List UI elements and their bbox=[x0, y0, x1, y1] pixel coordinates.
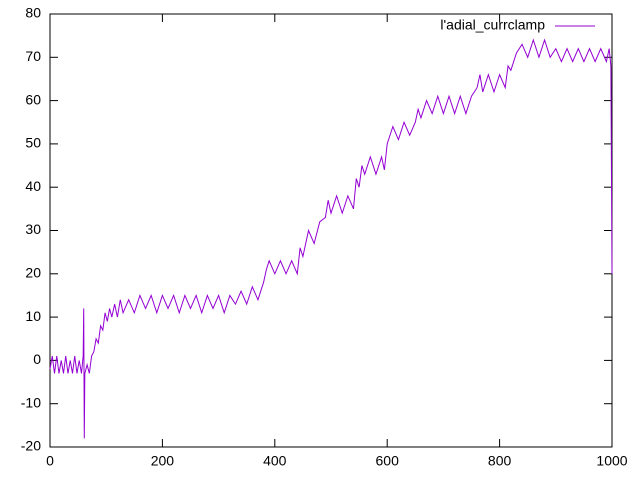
y-tick-label: 20 bbox=[25, 265, 41, 281]
x-tick-label: 400 bbox=[263, 453, 287, 469]
x-tick-label: 1000 bbox=[596, 453, 627, 469]
x-tick-label: 0 bbox=[46, 453, 54, 469]
data-line bbox=[49, 38, 613, 439]
y-tick-label: 50 bbox=[25, 135, 41, 151]
y-tick-label: 70 bbox=[25, 48, 41, 64]
y-tick-label: 0 bbox=[33, 351, 41, 367]
y-tick-label: -20 bbox=[21, 438, 41, 454]
x-tick-label: 200 bbox=[151, 453, 175, 469]
y-tick-label: 10 bbox=[25, 308, 41, 324]
y-tick-label: 40 bbox=[25, 178, 41, 194]
legend-label: l'adial_currclamp bbox=[440, 17, 545, 33]
x-tick-label: 800 bbox=[488, 453, 512, 469]
x-tick-label: 600 bbox=[376, 453, 400, 469]
y-tick-label: 80 bbox=[25, 5, 41, 21]
y-tick-label: -10 bbox=[21, 394, 41, 410]
y-tick-label: 60 bbox=[25, 91, 41, 107]
y-tick-label: 30 bbox=[25, 221, 41, 237]
plot-border bbox=[49, 13, 613, 448]
